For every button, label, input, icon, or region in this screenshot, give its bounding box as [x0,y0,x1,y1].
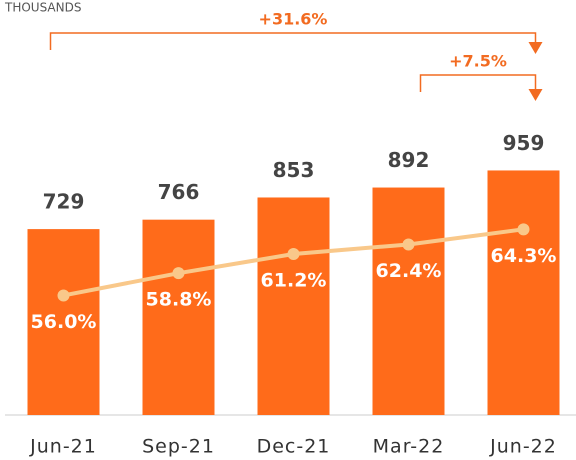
unit-label: THOUSANDS [4,1,81,15]
annotation-label: +7.5% [449,52,507,71]
x-tick-label: Mar-22 [373,436,445,458]
annotation-bracket [419,74,537,92]
annotation-bracket [49,32,537,50]
annotation-label: +31.6% [259,10,328,29]
annotation-arrow [528,89,543,101]
line-point [517,223,530,236]
bar [27,229,100,415]
line-point [287,248,300,261]
x-tick-label: Dec-21 [257,436,331,458]
bar-value-label: 892 [388,148,430,172]
x-tick-label: Sep-21 [142,436,215,458]
line-point [172,267,185,280]
line-value-label: 62.4% [376,260,442,282]
line-point [402,238,415,251]
line-value-label: 61.2% [261,270,327,292]
annotation-arrow [528,42,543,54]
bar [487,170,560,415]
bar [257,197,330,415]
line-value-label: 58.8% [146,289,212,311]
line-value-label: 64.3% [491,245,557,267]
bar-value-label: 853 [273,158,315,182]
x-tick-label: Jun-21 [29,436,97,458]
bar [372,187,445,415]
line-point [57,289,70,302]
bar-value-label: 729 [43,190,85,214]
bar-value-label: 959 [503,131,545,155]
x-tick-label: Jun-22 [489,436,557,458]
bar [142,219,215,415]
line-value-label: 56.0% [31,311,97,333]
bar-value-label: 766 [158,180,200,204]
